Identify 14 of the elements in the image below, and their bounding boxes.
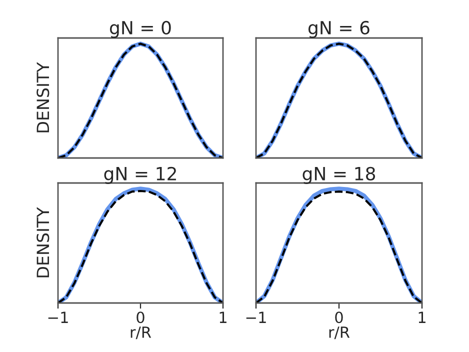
- x-tick-label: 0: [136, 312, 144, 324]
- chart-title: gN = 0: [110, 20, 171, 38]
- y-axis-title: DENSITY: [36, 207, 50, 278]
- y-axis-title: DENSITY: [36, 62, 50, 132]
- chart-title: gN = 18: [302, 166, 376, 184]
- x-axis-title: r/R: [130, 326, 152, 340]
- x-axis-title: r/R: [329, 326, 350, 340]
- x-tick-label: −1: [246, 312, 266, 323]
- chart-title: gN = 12: [104, 166, 176, 184]
- x-tick-label: 1: [220, 312, 226, 323]
- x-tick-label: 0: [335, 312, 343, 324]
- chart-title: gN = 6: [308, 20, 370, 38]
- x-tick-label: −1: [48, 312, 68, 323]
- x-tick-label: 1: [418, 312, 426, 323]
